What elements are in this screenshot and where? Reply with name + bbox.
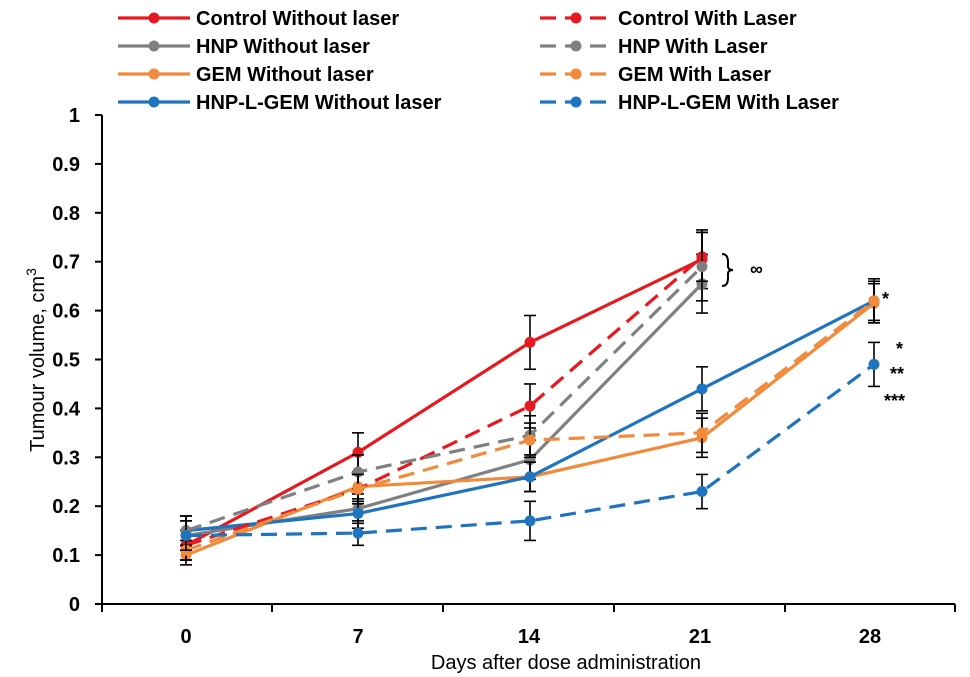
y-tick-label: 0.7: [52, 252, 80, 274]
legend-swatch-marker: [570, 68, 582, 80]
series-line: [185, 265, 704, 533]
legend-swatch-marker: [570, 40, 582, 52]
data-point: [524, 471, 536, 483]
legend-swatch-marker: [570, 12, 582, 24]
data-point: [524, 336, 536, 348]
significance-star-1: *: [882, 289, 889, 309]
data-point: [696, 261, 708, 273]
legend-label: GEM With Laser: [618, 64, 771, 86]
series-line: [185, 257, 703, 547]
series-line: [185, 282, 704, 538]
significance-bracket: [721, 253, 734, 287]
data-point: [524, 434, 536, 446]
series-5: [180, 231, 708, 547]
series-line: [185, 363, 875, 538]
data-point: [868, 358, 880, 370]
series-0: [180, 229, 708, 561]
series-layer: [180, 229, 880, 566]
legend-item: HNP-L-GEM With Laser: [540, 92, 839, 114]
y-axis-title-main: Tumour volume, cm: [27, 276, 49, 452]
data-point: [696, 383, 708, 395]
y-tick-label: 0.4: [52, 398, 81, 420]
legend-item: HNP With Laser: [540, 36, 768, 58]
legend-label: Control Without laser: [196, 8, 399, 30]
x-tick-label: 0: [180, 626, 191, 648]
y-tick-label: 0.2: [52, 496, 80, 518]
y-tick-label: 0.5: [52, 350, 80, 372]
legend-label: GEM Without laser: [196, 64, 374, 86]
y-axis-title: Tumour volume, cm3: [23, 268, 49, 452]
legend-label: HNP With Laser: [618, 36, 768, 58]
legend-item: GEM With Laser: [540, 64, 771, 86]
data-point: [868, 295, 880, 307]
data-point: [524, 515, 536, 527]
y-tick-label: 0.3: [52, 447, 80, 469]
data-point: [180, 530, 192, 542]
legend-label: HNP-L-GEM With Laser: [618, 92, 839, 114]
legend-label: Control With Laser: [618, 8, 797, 30]
y-tick-label: 1: [69, 105, 80, 127]
legend-label: HNP Without laser: [196, 36, 370, 58]
legend-swatch-marker: [148, 40, 160, 52]
legend-swatch-marker: [148, 68, 160, 80]
legend-label: HNP-L-GEM Without laser: [196, 92, 442, 114]
y-tick-label: 0.6: [52, 301, 80, 323]
y-tick-label: 0.1: [52, 545, 80, 567]
legend-swatch-marker: [148, 12, 160, 24]
legend-item: Control With Laser: [540, 8, 797, 30]
series-line: [185, 255, 704, 547]
legend: Control Without laser HNP Without laser GE…: [118, 8, 839, 114]
data-point: [524, 400, 536, 412]
x-tick-label: 28: [859, 626, 881, 648]
x-tick-label: 7: [352, 626, 363, 648]
bracket-symbol: ∞: [750, 259, 763, 279]
x-axis-title: Days after dose administration: [431, 652, 701, 674]
y-tick-label: 0.8: [52, 203, 80, 225]
legend-swatch-marker: [148, 96, 160, 108]
x-ticks: 0 7 14 21 28: [101, 604, 956, 648]
significance-star-3: **: [890, 364, 904, 384]
y-tick-label: 0: [69, 594, 80, 616]
data-point: [352, 508, 364, 520]
annotations: ∞ * * ** ***: [721, 253, 905, 411]
legend-item: GEM Without laser: [118, 64, 374, 86]
x-tick-label: 21: [689, 626, 711, 648]
data-point: [352, 527, 364, 539]
axes: [101, 115, 955, 605]
x-tick-label: 14: [518, 626, 541, 648]
y-axis-title-group: Tumour volume, cm3: [23, 268, 49, 452]
data-point: [696, 427, 708, 439]
y-axis-title-sup: 3: [23, 268, 39, 276]
y-tick-label: 0.9: [52, 154, 80, 176]
legend-item: Control Without laser: [118, 8, 399, 30]
data-point: [696, 486, 708, 498]
series-6: [180, 280, 880, 561]
significance-star-4: ***: [884, 391, 905, 411]
data-point: [352, 483, 364, 495]
legend-item: HNP Without laser: [118, 36, 370, 58]
y-ticks: 0 0.1 0.2 0.3 0.4 0.5 0.6 0.7 0.8 0.9 1: [52, 105, 102, 616]
significance-star-2: *: [896, 339, 903, 359]
series-7: [180, 341, 880, 552]
legend-swatch-marker: [570, 96, 582, 108]
legend-item: HNP-L-GEM Without laser: [118, 92, 442, 114]
